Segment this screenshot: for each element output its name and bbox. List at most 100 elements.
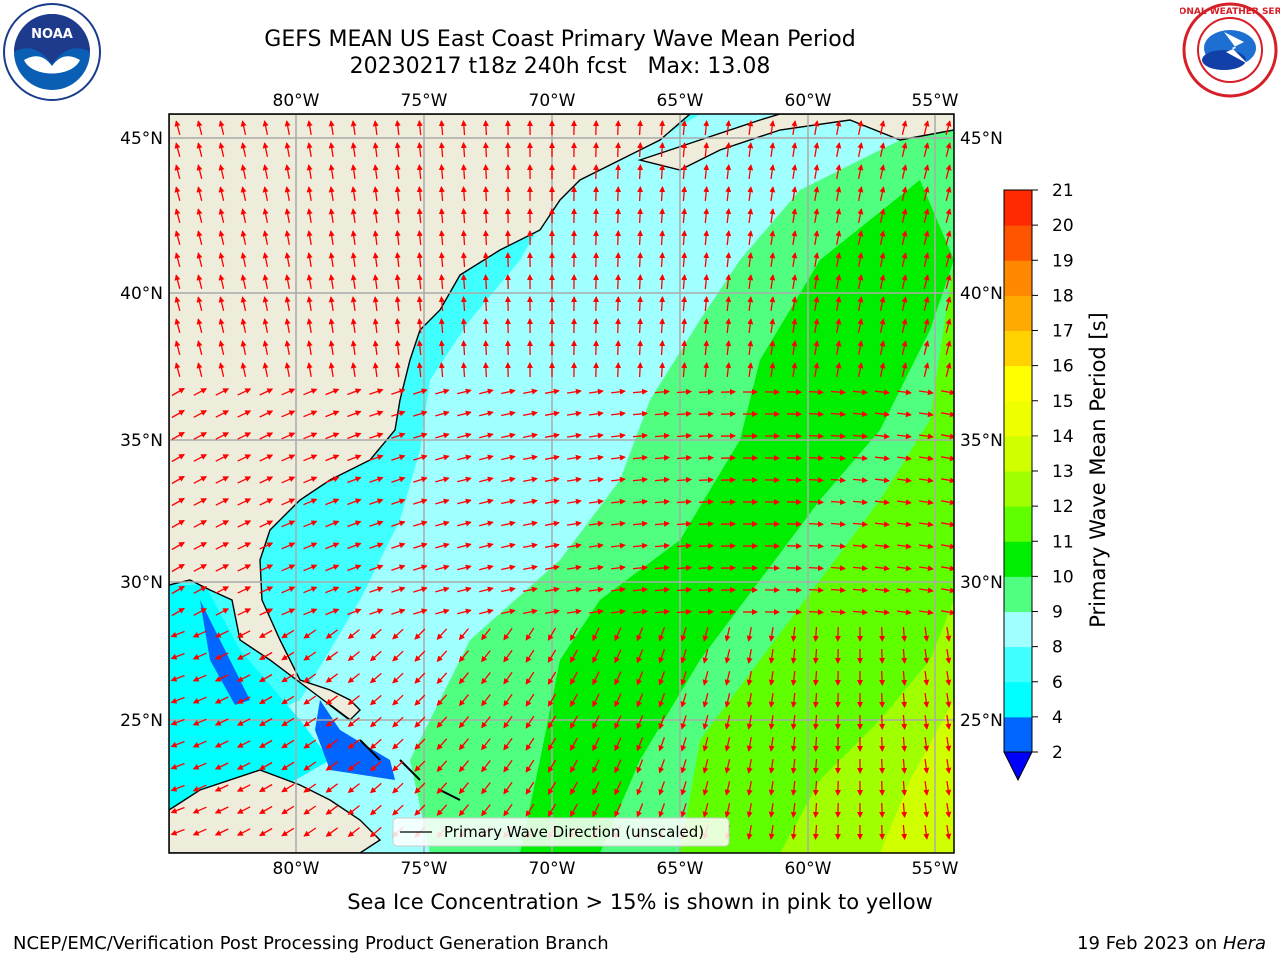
wave-arrow [281,673,295,683]
wave-arrow [680,693,687,708]
wave-arrow [435,542,450,549]
wave-arrow [940,565,954,572]
wave-arrow [813,164,820,180]
wave-arrow [479,388,494,395]
wave-arrow [747,230,754,245]
wave-arrow [637,164,644,180]
wave-arrow [566,432,582,439]
wave-arrow [945,340,952,355]
wave-arrow [747,340,754,355]
wave-arrow [680,737,687,752]
wave-arrow [637,340,644,356]
wave-arrow [237,410,252,418]
wave-arrow [746,692,753,708]
wave-arrow [897,389,912,396]
wave-arrow [808,587,824,594]
wave-arrow [923,649,930,664]
wave-arrow [413,454,428,461]
wave-arrow [659,208,666,224]
wave-arrow [281,608,296,616]
wave-arrow [615,120,622,136]
wave-arrow [369,542,384,549]
wave-arrow [196,120,203,135]
wave-arrow [852,499,868,506]
colorbar-swatch [1004,541,1032,577]
wave-arrow [284,120,291,136]
wave-arrow [391,520,406,527]
wave-arrow [479,476,494,483]
wave-arrow [306,362,313,378]
wave-arrow [435,454,450,461]
wave-arrow [589,564,604,571]
wave-arrow [392,760,404,772]
wave-arrow [919,521,934,528]
wave-arrow [414,804,426,816]
wave-arrow [747,252,754,267]
wave-arrow [414,738,426,750]
wave-arrow [702,781,709,796]
wave-arrow [703,340,710,356]
colorbar-tick-label: 11 [1052,532,1074,552]
wave-arrow [281,432,296,440]
wave-arrow [897,411,912,418]
wave-arrow [438,230,445,246]
wave-arrow [413,388,428,395]
wave-arrow [658,737,666,752]
wave-arrow [438,318,445,334]
wave-arrow [369,410,384,417]
wave-arrow [284,362,291,378]
wave-arrow [812,758,819,774]
wave-arrow [284,340,291,356]
colorbar-tick-label: 20 [1052,216,1074,236]
wave-arrow [923,318,930,333]
wave-arrow [394,120,401,136]
wave-arrow [637,252,644,268]
wave-arrow [940,499,954,506]
wave-arrow [901,120,908,135]
wave-arrow [614,781,622,796]
wave-arrow [940,411,954,418]
lat-label: 40°N [120,284,163,304]
wave-arrow [193,410,208,418]
wave-arrow [284,142,291,158]
wave-arrow [170,784,185,792]
wave-arrow [698,608,714,615]
wave-arrow [901,164,908,179]
title-line-1: GEFS MEAN US East Coast Primary Wave Mea… [264,27,856,52]
wave-arrow [196,274,203,289]
wave-arrow [835,362,842,378]
wave-arrow [901,736,908,752]
wave-arrow [570,649,578,663]
wave-arrow [347,783,360,794]
wave-arrow [725,274,732,290]
wave-arrow [636,759,644,774]
wave-arrow [284,164,291,180]
wave-arrow [566,586,582,593]
wave-arrow [479,498,494,505]
wave-arrow [218,164,225,179]
wave-arrow [350,120,357,135]
wave-arrow [350,274,357,289]
wave-arrow [347,717,360,728]
wave-arrow [852,455,868,462]
wave-arrow [350,230,357,245]
colorbar-tick-label: 15 [1052,392,1074,412]
wave-arrow [369,628,382,640]
wave-direction-arrows [170,120,954,840]
lat-labels-right: 45°N 40°N 35°N 30°N 25°N [960,129,1003,731]
colorbar-swatch [1004,471,1032,507]
wave-arrow [790,736,797,752]
wave-arrow [791,186,798,202]
wave-arrow [303,695,317,705]
wave-arrow [259,608,274,616]
wave-arrow [945,670,952,686]
wave-arrow [414,782,426,794]
wave-arrow [460,120,467,136]
wave-arrow [790,758,797,774]
wave-arrow [547,781,557,795]
wave-arrow [325,673,338,683]
wave-arrow [347,651,360,662]
wave-arrow [703,362,710,378]
wave-arrow [171,409,185,419]
wave-arrow [852,411,868,418]
